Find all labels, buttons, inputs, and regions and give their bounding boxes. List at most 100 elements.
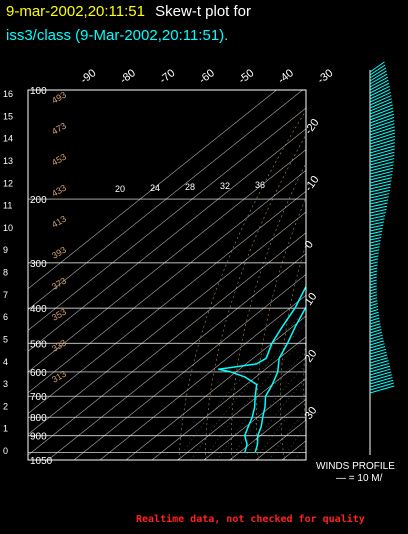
mixing-ratio-label: 20 bbox=[115, 184, 125, 194]
axis-labels: 1002003004005006007008009001050161514131… bbox=[3, 67, 335, 467]
wind-barb bbox=[369, 82, 390, 94]
wind-barb bbox=[369, 276, 377, 280]
wind-barb bbox=[369, 252, 379, 256]
wind-barb bbox=[369, 382, 394, 391]
wind-barb bbox=[369, 371, 392, 379]
height-tick-label: 1 bbox=[3, 424, 8, 434]
mixing-ratio-line bbox=[334, 312, 408, 460]
mixing-ratio-line bbox=[281, 425, 306, 460]
wind-barb bbox=[369, 264, 378, 268]
temperature-top-tick: -50 bbox=[236, 67, 256, 86]
wind-barb bbox=[369, 161, 394, 169]
wind-barb bbox=[369, 227, 383, 232]
wind-barb bbox=[369, 317, 380, 322]
mixing-ratio-line bbox=[255, 393, 306, 460]
dry-adiabat-line bbox=[231, 162, 306, 460]
skewt-chart: 1002003004005006007008009001050161514131… bbox=[3, 61, 408, 467]
wind-barb bbox=[369, 135, 396, 145]
wind-barb bbox=[369, 224, 384, 229]
isotherm-line bbox=[28, 211, 306, 435]
dry-adiabat-label: 473 bbox=[50, 121, 68, 137]
wind-barb bbox=[369, 151, 395, 160]
wind-barb bbox=[369, 255, 379, 259]
wind-barb bbox=[369, 76, 389, 88]
isotherm-line bbox=[99, 294, 306, 460]
wind-barb bbox=[369, 354, 388, 361]
mixing-ratio-line bbox=[294, 443, 306, 460]
isotherm-line bbox=[73, 274, 306, 460]
temperature-right-tick: 20 bbox=[303, 348, 320, 365]
wind-barb bbox=[369, 334, 383, 340]
wind-barb bbox=[369, 129, 395, 139]
isotherms bbox=[28, 90, 408, 460]
pressure-tick-label: 200 bbox=[30, 195, 47, 206]
temperature-top-tick: -30 bbox=[315, 67, 335, 86]
wind-barb bbox=[369, 205, 388, 211]
wind-barb bbox=[369, 199, 389, 205]
dry-adiabat-label: 313 bbox=[50, 369, 68, 385]
pressure-tick-label: 600 bbox=[30, 368, 47, 379]
wind-barb bbox=[369, 343, 385, 349]
temperature-right-tick: 10 bbox=[303, 291, 320, 308]
height-tick-label: 11 bbox=[3, 201, 12, 211]
wind-barb bbox=[369, 300, 378, 304]
mixing-ratio-line bbox=[321, 312, 408, 460]
wind-barb bbox=[369, 346, 386, 352]
wind-barb bbox=[369, 230, 383, 235]
wind-barb bbox=[369, 110, 394, 121]
isotherm-line bbox=[308, 90, 408, 460]
wind-barb bbox=[369, 236, 382, 241]
wind-barb bbox=[369, 145, 395, 154]
wind-barb bbox=[369, 331, 383, 337]
temperature-top-tick: -80 bbox=[118, 67, 138, 86]
quality-note: Realtime data, not checked for quality bbox=[136, 514, 365, 525]
isotherm-line bbox=[151, 336, 306, 460]
winds-profile-label: WINDS PROFILE bbox=[316, 461, 395, 472]
isotherm-line bbox=[125, 315, 306, 460]
mixing-ratio-line bbox=[177, 311, 305, 460]
wind-barb bbox=[369, 92, 391, 103]
wind-barb bbox=[369, 385, 395, 394]
wind-barb bbox=[369, 258, 379, 262]
plot-frame bbox=[27, 89, 307, 461]
wind-barb bbox=[369, 368, 391, 376]
wind-barb bbox=[369, 180, 392, 187]
wind-barb bbox=[369, 193, 390, 199]
isotherm-line bbox=[386, 90, 408, 460]
pressure-tick-label: 400 bbox=[30, 304, 47, 315]
wind-barb bbox=[369, 273, 378, 277]
mixing-ratio-label: 28 bbox=[185, 182, 195, 192]
wind-barb bbox=[369, 249, 380, 253]
wind-barb bbox=[369, 212, 386, 217]
pressure-tick-label: 100 bbox=[30, 86, 47, 97]
height-tick-label: 3 bbox=[3, 379, 8, 389]
wind-barb bbox=[369, 154, 395, 163]
dry-adiabat-label: 333 bbox=[50, 338, 68, 354]
mixing-ratio-label: 32 bbox=[220, 181, 230, 191]
wind-barb bbox=[369, 186, 391, 193]
isotherm-line bbox=[47, 253, 306, 460]
height-tick-label: 8 bbox=[3, 268, 8, 278]
wind-barb bbox=[369, 142, 396, 151]
wind-barb bbox=[369, 340, 385, 346]
dry-adiabat-line bbox=[280, 243, 306, 460]
wind-barb bbox=[369, 360, 389, 367]
mixing-ratio-line bbox=[203, 336, 306, 460]
wind-barb bbox=[369, 320, 381, 325]
wind-barb bbox=[369, 297, 378, 301]
wind-barb bbox=[369, 164, 394, 172]
temperature-top-tick: -90 bbox=[78, 67, 98, 86]
wind-barb bbox=[369, 362, 390, 370]
wind-barb bbox=[369, 208, 387, 214]
mixing-ratio-line bbox=[229, 364, 306, 460]
plot-label: Skew-t plot for bbox=[155, 3, 252, 20]
height-tick-label: 14 bbox=[3, 134, 13, 144]
isotherm-line bbox=[28, 90, 303, 310]
wind-barb bbox=[369, 240, 381, 244]
wind-barb bbox=[369, 267, 378, 271]
temperature-right-tick: 0 bbox=[303, 239, 316, 251]
wind-barb bbox=[369, 113, 394, 124]
wind-barb bbox=[369, 291, 377, 295]
mixing-ratio-label: 36 bbox=[255, 180, 265, 190]
temperature-right-tick: -10 bbox=[303, 174, 322, 194]
